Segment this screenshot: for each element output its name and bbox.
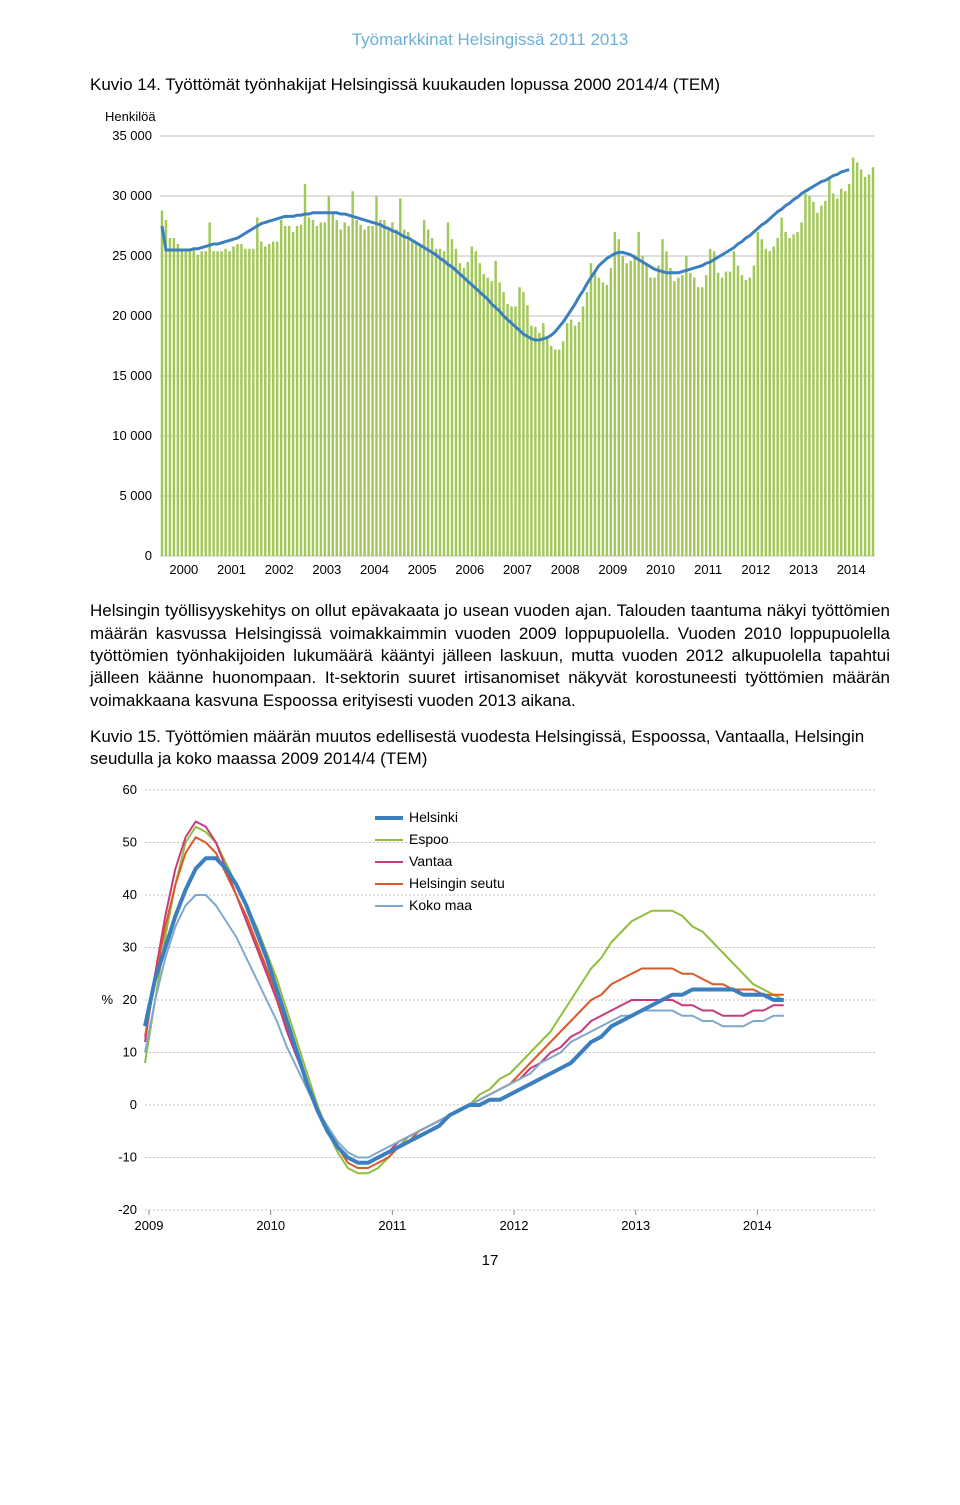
svg-text:0: 0 [130,1097,137,1112]
svg-text:-20: -20 [118,1202,137,1217]
fig14-title: Kuvio 14. Työttömät työnhakijat Helsingi… [90,74,890,96]
svg-text:Koko maa: Koko maa [409,897,472,913]
svg-text:25 000: 25 000 [112,248,152,263]
svg-text:2002: 2002 [265,562,294,577]
svg-text:2014: 2014 [743,1218,772,1233]
svg-text:2001: 2001 [217,562,246,577]
svg-text:5 000: 5 000 [119,488,152,503]
page-number: 17 [90,1252,890,1269]
svg-text:-10: -10 [118,1150,137,1165]
svg-text:30 000: 30 000 [112,188,152,203]
svg-text:2005: 2005 [408,562,437,577]
svg-text:40: 40 [123,887,137,902]
svg-text:15 000: 15 000 [112,368,152,383]
svg-text:2003: 2003 [312,562,341,577]
svg-text:2007: 2007 [503,562,532,577]
svg-text:Helsinki: Helsinki [409,809,458,825]
svg-text:Helsingin seutu: Helsingin seutu [409,875,505,891]
svg-text:60: 60 [123,782,137,797]
svg-text:2000: 2000 [169,562,198,577]
svg-text:2013: 2013 [621,1218,650,1233]
svg-text:2008: 2008 [551,562,580,577]
svg-text:2006: 2006 [455,562,484,577]
svg-text:2010: 2010 [256,1218,285,1233]
svg-text:0: 0 [145,548,152,563]
svg-text:20: 20 [123,992,137,1007]
svg-text:10: 10 [123,1045,137,1060]
doc-header: Työmarkkinat Helsingissä 2011 2013 [90,30,890,50]
fig15-title: Kuvio 15. Työttömien määrän muutos edell… [90,726,890,770]
svg-text:50: 50 [123,835,137,850]
svg-text:2004: 2004 [360,562,389,577]
svg-text:2011: 2011 [378,1218,406,1233]
svg-text:2014: 2014 [837,562,866,577]
svg-text:20 000: 20 000 [112,308,152,323]
svg-text:30: 30 [123,940,137,955]
svg-text:Espoo: Espoo [409,831,449,847]
svg-text:Henkilöä: Henkilöä [105,109,156,124]
svg-text:2009: 2009 [135,1218,164,1233]
svg-text:2009: 2009 [598,562,627,577]
chart-14: Henkilöä 0 5 000 10 000 15 000 20 000 25 000 30… [90,106,890,586]
svg-text:2013: 2013 [789,562,818,577]
svg-text:2012: 2012 [741,562,770,577]
svg-text:35 000: 35 000 [112,128,152,143]
svg-text:2012: 2012 [500,1218,529,1233]
paragraph-1: Helsingin työllisyyskehitys on ollut epä… [90,600,890,712]
chart-15: -20 -10 0 10 20 30 40 50 60% 2009 2010 2011 2012 2013… [90,780,890,1240]
svg-text:2010: 2010 [646,562,675,577]
svg-text:2011: 2011 [694,562,722,577]
svg-text:10 000: 10 000 [112,428,152,443]
svg-text:%: % [101,992,113,1007]
svg-text:Vantaa: Vantaa [409,853,453,869]
